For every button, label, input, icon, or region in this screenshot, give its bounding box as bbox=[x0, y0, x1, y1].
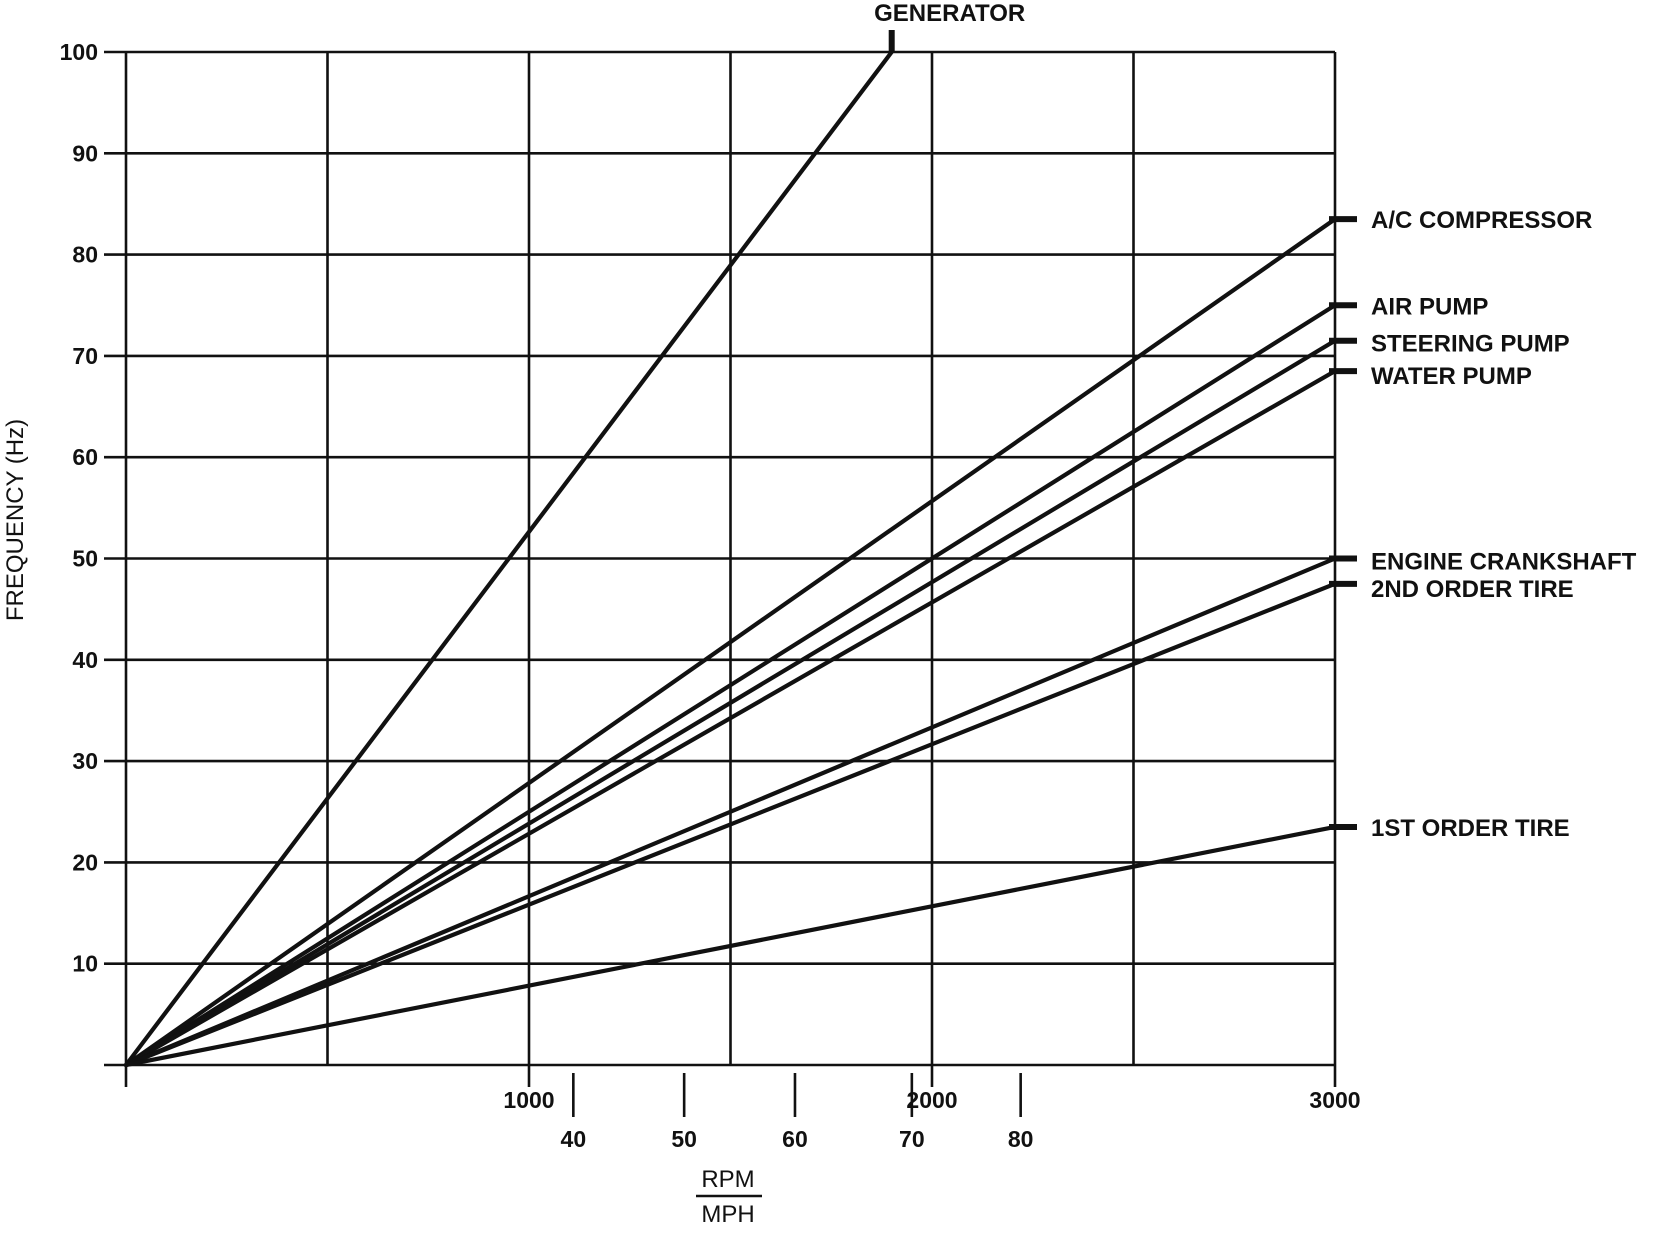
series-line-1st-order-tire bbox=[123, 824, 1338, 1068]
y-tick-label: 10 bbox=[72, 951, 98, 977]
x-axis-title-rpm: RPM bbox=[701, 1166, 754, 1193]
mph-tick-label: 50 bbox=[671, 1126, 697, 1152]
y-axis-ticks: 10 20 30 40 50 60 70 80 90 100 bbox=[60, 39, 98, 977]
grid bbox=[104, 50, 1337, 1067]
series-line-air-pump bbox=[123, 303, 1338, 1068]
y-tick-label: 100 bbox=[60, 39, 98, 65]
series-label-generator: GENERATOR bbox=[874, 0, 1025, 27]
rpm-tick-label: 1000 bbox=[503, 1087, 554, 1113]
series-line-steering-pump bbox=[123, 338, 1338, 1068]
x-axis-ticks: 1000 2000 3000 40 50 60 70 80 bbox=[124, 1065, 1361, 1152]
y-tick-label: 80 bbox=[72, 242, 98, 268]
series-label-steering-pump: STEERING PUMP bbox=[1371, 331, 1570, 358]
series-line-2nd-order-tire bbox=[123, 581, 1338, 1068]
y-tick-label: 70 bbox=[72, 343, 98, 369]
rpm-tick-label: 2000 bbox=[906, 1087, 957, 1113]
axis-titles: FREQUENCY (Hz) RPM MPH bbox=[2, 419, 762, 1228]
y-tick-label: 50 bbox=[72, 546, 98, 572]
series-labels: GENERATOR A/C COMPRESSOR AIR PUMP STEERING … bbox=[874, 0, 1637, 842]
mph-tick-label: 70 bbox=[899, 1126, 925, 1152]
series-label-water-pump: WATER PUMP bbox=[1371, 363, 1532, 390]
series-lines bbox=[123, 49, 1338, 1068]
series-label-air-pump: AIR PUMP bbox=[1371, 293, 1488, 320]
y-tick-label: 30 bbox=[72, 748, 98, 774]
series-label-2nd-order-tire: 2ND ORDER TIRE bbox=[1371, 576, 1574, 603]
rpm-tick-label: 3000 bbox=[1309, 1087, 1360, 1113]
series-line-water-pump bbox=[123, 368, 1338, 1068]
series-label-a-c-compressor: A/C COMPRESSOR bbox=[1371, 207, 1592, 234]
mph-tick-label: 80 bbox=[1008, 1126, 1034, 1152]
y-tick-label: 60 bbox=[72, 444, 98, 470]
mph-tick-label: 40 bbox=[561, 1126, 587, 1152]
y-tick-label: 40 bbox=[72, 647, 98, 673]
y-tick-label: 90 bbox=[72, 140, 98, 166]
y-tick-label: 20 bbox=[72, 849, 98, 875]
mph-tick-label: 60 bbox=[782, 1126, 808, 1152]
series-label-1st-order-tire: 1ST ORDER TIRE bbox=[1371, 815, 1570, 842]
series-label-engine-crankshaft: ENGINE CRANKSHAFT bbox=[1371, 549, 1637, 576]
y-axis-title: FREQUENCY (Hz) bbox=[2, 419, 29, 621]
x-axis-title-mph: MPH bbox=[701, 1201, 754, 1228]
series-line-engine-crankshaft bbox=[123, 556, 1338, 1068]
series-line-a-c-compressor bbox=[123, 217, 1338, 1068]
series-line-generator bbox=[123, 49, 894, 1068]
